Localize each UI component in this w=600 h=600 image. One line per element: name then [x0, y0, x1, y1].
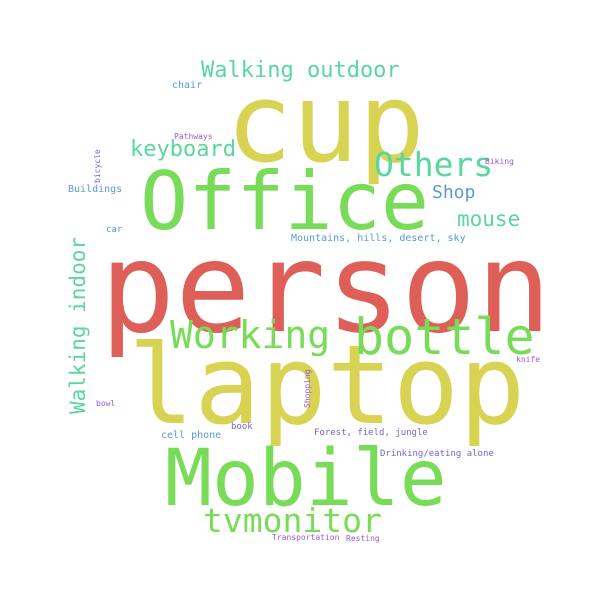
- word-walking-indoor: Walking indoor: [66, 236, 90, 414]
- word-shop: Shop: [432, 182, 476, 203]
- word-transportation: Transportation: [272, 533, 340, 542]
- word-working: Working: [170, 313, 331, 357]
- word-bicycle: bicycle: [93, 149, 102, 183]
- word-tvmonitor: tvmonitor: [203, 501, 382, 540]
- word-drinking-eating-alone: Drinking/eating alone: [380, 449, 494, 459]
- word-knife: knife: [516, 355, 541, 364]
- word-buildings: Buildings: [68, 184, 123, 195]
- word-others: Others: [374, 145, 494, 184]
- word-bowl: bowl: [96, 399, 116, 408]
- word-person: person: [100, 216, 552, 361]
- word-mouse: mouse: [457, 207, 521, 231]
- word-book: book: [231, 422, 253, 432]
- word-biking: Biking: [485, 157, 514, 166]
- word-mobile: Mobile: [165, 434, 447, 524]
- word-keyboard: keyboard: [130, 137, 236, 162]
- word-pathways: Pathways: [174, 132, 213, 141]
- word-chair: chair: [172, 80, 203, 91]
- word-resting: Resting: [346, 534, 380, 543]
- word-bottle: bottle: [354, 308, 535, 366]
- word-office: Office: [140, 155, 429, 248]
- word-laptop: laptop: [128, 321, 526, 449]
- word-car: car: [106, 225, 123, 235]
- word-shopping: Shopping: [303, 369, 312, 408]
- word-cell-phone: cell phone: [161, 430, 222, 441]
- word-mountains-hills-desert-sky: Mountains, hills, desert, sky: [291, 233, 466, 244]
- word-walking-outdoor: Walking outdoor: [201, 58, 400, 83]
- word-cup: cup: [226, 59, 425, 187]
- word-forest-field-jungle: Forest, field, jungle: [314, 428, 428, 438]
